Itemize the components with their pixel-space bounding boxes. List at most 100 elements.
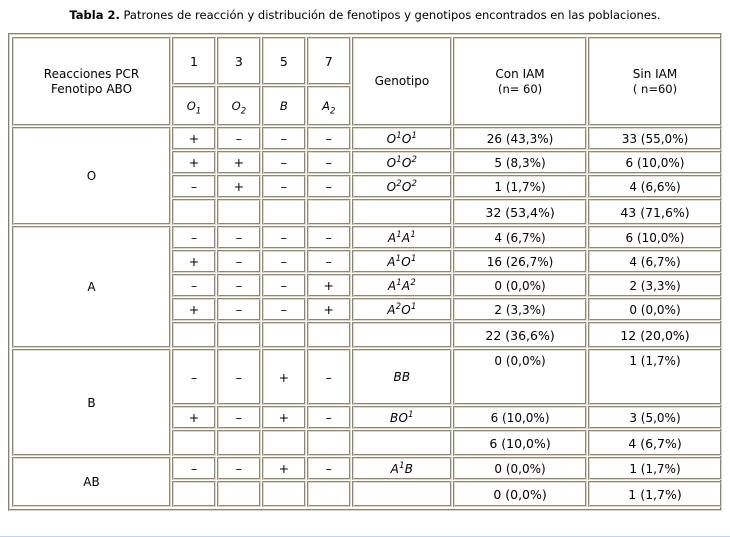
total-row: 22 (36,6%) 12 (20,0%): [12, 322, 722, 348]
genotype-cell: O2O2: [351, 175, 453, 198]
genotype-cell: A1A2: [351, 274, 453, 297]
geno-part: A: [387, 278, 397, 293]
value-sin-iam: 33 (55,0%): [588, 127, 722, 150]
geno-sup: 2: [411, 178, 418, 189]
pcr-cell: –: [216, 406, 261, 429]
group-label-ab: AB: [12, 457, 171, 507]
value-con-iam: 6 (10,0%): [453, 406, 587, 429]
header-genotype: Genotipo: [351, 37, 453, 126]
pcr-cell: +: [261, 457, 306, 480]
geno-sup: 1: [410, 229, 416, 240]
total-sin-iam: 1 (1,7%): [588, 481, 722, 507]
geno-part: O: [386, 131, 397, 146]
geno-sup: 2: [396, 178, 402, 189]
header-phenotype: Reacciones PCR Fenotipo ABO: [12, 37, 171, 126]
pcr-cell: –: [172, 349, 216, 405]
geno-sup: 1: [395, 253, 402, 264]
pcr-cell: +: [216, 151, 261, 174]
pcr-cell-empty: [216, 481, 261, 507]
allele-base: B: [279, 99, 288, 113]
pcr-cell: +: [172, 127, 216, 150]
header-sin-iam: Sin IAM ( n=60): [588, 37, 722, 126]
allele-sub: 1: [195, 106, 202, 117]
pcr-cell: +: [172, 406, 216, 429]
total-sin-iam: 4 (6,7%): [588, 430, 722, 456]
header-allele-o2: O2: [216, 86, 261, 126]
header-row-alleles: O1 O2 B A2: [12, 86, 722, 126]
genotype-cell: A1B: [351, 457, 453, 480]
header-pcr-5: 5: [261, 37, 306, 85]
pcr-cell: +: [306, 298, 351, 321]
total-row: 6 (10,0%) 4 (6,7%): [12, 430, 722, 456]
value-con-iam: 5 (8,3%): [453, 151, 587, 174]
pcr-cell: –: [216, 349, 261, 405]
value-sin-iam: 4 (6,7%): [588, 250, 722, 273]
pcr-cell: –: [261, 226, 306, 249]
pcr-cell-empty: [216, 199, 261, 225]
pcr-cell: –: [306, 226, 351, 249]
pcr-cell: –: [216, 226, 261, 249]
genotype-cell: BB: [351, 349, 453, 405]
table-row: – – – + A1A2 0 (0,0%) 2 (3,3%): [12, 274, 722, 297]
allele-sub: 2: [240, 106, 247, 117]
table-row: + – – + A2O1 2 (3,3%) 0 (0,0%): [12, 298, 722, 321]
pcr-cell-empty: [261, 322, 306, 348]
pcr-cell: –: [306, 406, 351, 429]
total-con-iam: 6 (10,0%): [453, 430, 587, 456]
value-con-iam: 1 (1,7%): [453, 175, 587, 198]
pcr-cell: +: [216, 175, 261, 198]
pcr-cell: –: [172, 175, 216, 198]
total-row: 32 (53,4%) 43 (71,6%): [12, 199, 722, 225]
pcr-cell: –: [306, 349, 351, 405]
allele-base: O: [186, 99, 196, 113]
genotype-cell-empty: [351, 430, 453, 456]
pcr-cell: –: [306, 457, 351, 480]
table-row: AB – – + – A1B 0 (0,0%) 1 (1,7%): [12, 457, 722, 507]
table-row: + – – – A1O1 16 (26,7%) 4 (6,7%): [12, 250, 722, 273]
pcr-cell: +: [172, 151, 216, 174]
total-row: 0 (0,0%) 1 (1,7%): [12, 481, 722, 507]
pcr-cell: –: [216, 274, 261, 297]
table-row: A – – – – A1A1 4 (6,7%) 6 (10,0%): [12, 226, 722, 348]
geno-sup: 2: [410, 277, 416, 288]
header-pcr-3: 3: [216, 37, 261, 85]
geno-part: A: [401, 230, 411, 245]
table-row: B – – + – BB 0 (0,0%) 1 (1,7%): [12, 349, 722, 456]
table-row: – + – – O2O2 1 (1,7%) 4 (6,6%): [12, 175, 722, 198]
geno-part: O: [401, 131, 412, 146]
pcr-cell-empty: [172, 322, 216, 348]
geno-part: A: [387, 230, 397, 245]
header-pcr-1: 1: [172, 37, 216, 85]
pcr-cell: –: [306, 175, 351, 198]
allele-sub: 2: [329, 106, 336, 117]
pcr-cell: –: [216, 250, 261, 273]
geno-part: A: [387, 254, 396, 269]
caption-label: Tabla 2.: [69, 8, 120, 22]
geno-sup: 1: [410, 301, 417, 312]
pcr-cell: –: [172, 226, 216, 249]
genotype-cell: A1A1: [351, 226, 453, 249]
pcr-cell: –: [216, 127, 261, 150]
table-row: + + – – O1O2 5 (8,3%) 6 (10,0%): [12, 151, 722, 174]
value-con-iam: 26 (43,3%): [453, 127, 587, 150]
value-sin-iam: 4 (6,6%): [588, 175, 722, 198]
table-container: Reacciones PCR Fenotipo ABO 1 3 5 7 Geno…: [8, 33, 722, 511]
pcr-cell: –: [261, 250, 306, 273]
total-con-iam: 0 (0,0%): [453, 481, 587, 507]
value-con-iam: 0 (0,0%): [453, 274, 587, 297]
value-sin-iam: 1 (1,7%): [588, 457, 722, 480]
geno-sup: 1: [396, 277, 402, 288]
group-label-a: A: [12, 226, 171, 348]
genotype-cell-empty: [351, 322, 453, 348]
genotype-cell: A2O1: [351, 298, 453, 321]
geno-part: A: [390, 461, 400, 476]
pcr-cell: –: [261, 127, 306, 150]
header-phenotype-line2: Fenotipo ABO: [50, 81, 133, 96]
header-con-iam-label: Con IAM: [495, 66, 545, 81]
value-sin-iam: 6 (10,0%): [588, 151, 722, 174]
pcr-cell: –: [261, 151, 306, 174]
genotype-cell: BO1: [351, 406, 453, 429]
geno-sup: 1: [396, 229, 402, 240]
table-row: O + – – – O1O1 26 (43,3%) 33 (55,0%): [12, 127, 722, 225]
value-con-iam: 4 (6,7%): [453, 226, 587, 249]
